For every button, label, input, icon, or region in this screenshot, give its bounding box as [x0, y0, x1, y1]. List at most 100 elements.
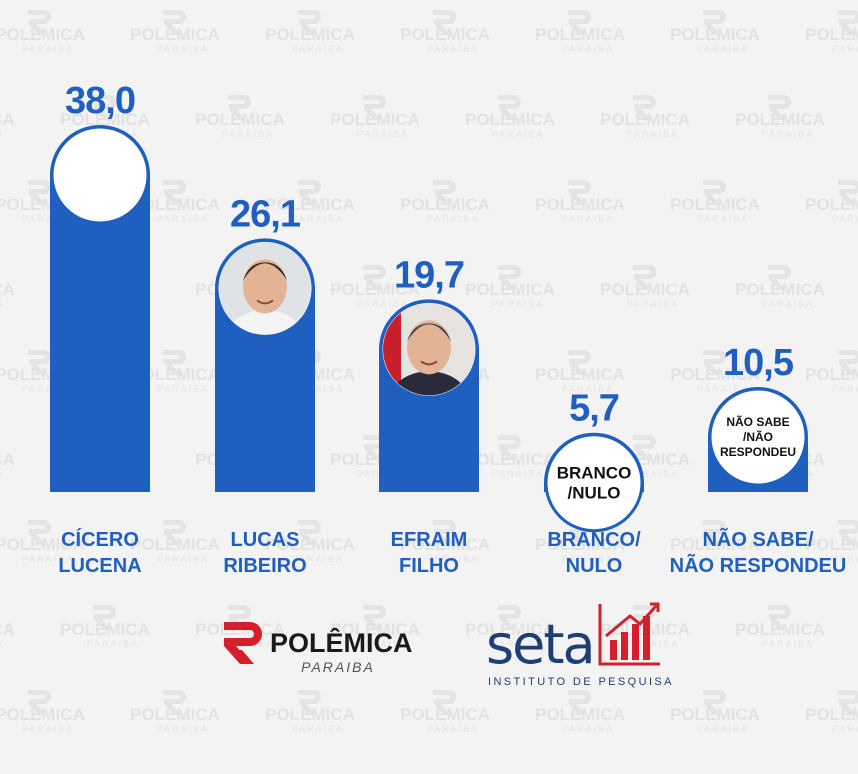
watermark-subtitle: PARAIBA: [22, 724, 74, 734]
watermark-subtitle: PARAIBA: [762, 129, 814, 139]
watermark-subtitle: PARAIBA: [562, 214, 614, 224]
category-label: LUCAS: [231, 529, 300, 551]
watermark-subtitle: PARAIBA: [562, 554, 614, 564]
watermark-subtitle: PARAIBA: [832, 214, 858, 224]
watermark-title: POLÊMICA: [805, 365, 858, 384]
badge-text: NÃO SABE: [726, 414, 789, 429]
watermark-title: POLÊMICA: [130, 365, 220, 384]
watermark-subtitle: PARAIBA: [292, 554, 344, 564]
watermark-subtitle: PARAIBA: [157, 214, 209, 224]
watermark-title: POLÊMICA: [735, 620, 825, 639]
watermark-subtitle: PARAIBA: [562, 384, 614, 394]
watermark-title: POLÊMICA: [130, 535, 220, 554]
polemica-logo-subtitle: PARAIBA: [301, 659, 375, 675]
polemica-logo-title: POLÊMICA: [270, 627, 413, 658]
watermark-title: POLÊMICA: [670, 25, 760, 44]
watermark-subtitle: PARAIBA: [22, 554, 74, 564]
watermark-title: POLÊMICA: [805, 25, 858, 44]
watermark-subtitle: PARAIBA: [0, 129, 4, 139]
bar-group: BRANCO/NULO 5,7 BRANCO/NULO: [544, 388, 644, 577]
watermark-title: POLÊMICA: [600, 280, 690, 299]
watermark-subtitle: PARAIBA: [562, 44, 614, 54]
watermark-subtitle: PARAIBA: [427, 214, 479, 224]
watermark-title: POLÊMICA: [0, 450, 15, 469]
watermark-title: POLÊMICA: [330, 280, 420, 299]
seta-logo-subtitle: INSTITUTO DE PESQUISA: [488, 676, 674, 688]
value-label: 38,0: [65, 80, 135, 122]
watermark-subtitle: PARAIBA: [427, 44, 479, 54]
watermark-subtitle: PARAIBA: [292, 44, 344, 54]
watermark-title: POLÊMICA: [265, 535, 355, 554]
bar-group: 19,7 EFRAIM FILHO: [379, 254, 479, 577]
watermark-subtitle: PARAIBA: [627, 469, 679, 479]
watermark-subtitle: PARAIBA: [222, 129, 274, 139]
watermark-subtitle: PARAIBA: [762, 299, 814, 309]
category-label: NULO: [566, 555, 623, 577]
watermark-subtitle: PARAIBA: [627, 129, 679, 139]
watermark-subtitle: PARAIBA: [492, 469, 544, 479]
watermark-subtitle: PARAIBA: [627, 639, 679, 649]
watermark-subtitle: PARAIBA: [87, 639, 139, 649]
watermark-subtitle: PARAIBA: [157, 384, 209, 394]
watermark-subtitle: PARAIBA: [697, 44, 749, 54]
watermark-title: POLÊMICA: [400, 705, 490, 724]
watermark-title: POLÊMICA: [735, 280, 825, 299]
category-label: RIBEIRO: [223, 555, 306, 577]
watermark-subtitle: PARAIBA: [427, 724, 479, 734]
watermark-title: POLÊMICA: [465, 280, 555, 299]
bar-group: 26,1 LUCAS RIBEIRO: [215, 193, 315, 577]
watermark-subtitle: PARAIBA: [832, 44, 858, 54]
watermark-title: POLÊMICA: [130, 25, 220, 44]
watermark-subtitle: PARAIBA: [832, 384, 858, 394]
watermark-title: POLÊMICA: [400, 535, 490, 554]
watermark-subtitle: PARAIBA: [292, 384, 344, 394]
seta-logo-name: seta: [486, 613, 594, 676]
watermark-subtitle: PARAIBA: [627, 299, 679, 309]
category-badge: [708, 387, 808, 487]
watermark-subtitle: PARAIBA: [832, 724, 858, 734]
watermark-subtitle: PARAIBA: [697, 724, 749, 734]
watermark-title: POLÊMICA: [465, 620, 555, 639]
watermark-title: POLÊMICA: [465, 450, 555, 469]
polemica-logo-mark: [224, 622, 262, 664]
watermark-title: POLÊMICA: [400, 25, 490, 44]
watermark-subtitle: PARAIBA: [157, 724, 209, 734]
watermark-subtitle: PARAIBA: [697, 214, 749, 224]
watermark-title: POLÊMICA: [805, 535, 858, 554]
watermark-title: POLÊMICA: [805, 195, 858, 214]
portrait-icon: [383, 303, 475, 396]
watermark-subtitle: PARAIBA: [157, 554, 209, 564]
watermark-title: POLÊMICA: [60, 620, 150, 639]
polemica-logo: POLÊMICA PARAIBA: [224, 622, 413, 675]
watermark-title: POLÊMICA: [265, 705, 355, 724]
watermark-title: POLÊMICA: [130, 195, 220, 214]
watermark-subtitle: PARAIBA: [0, 469, 4, 479]
watermark-title: POLÊMICA: [400, 195, 490, 214]
badge-text: /NULO: [568, 484, 621, 503]
watermark-subtitle: PARAIBA: [762, 639, 814, 649]
watermark-subtitle: PARAIBA: [357, 639, 409, 649]
watermark-subtitle: PARAIBA: [0, 299, 4, 309]
